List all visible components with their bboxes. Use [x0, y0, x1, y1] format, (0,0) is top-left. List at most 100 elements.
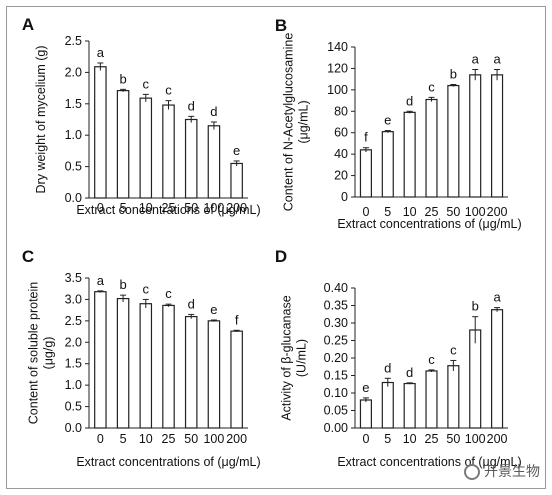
- x-tick-label-a-0: 0: [97, 201, 104, 215]
- bar-c-10: [139, 303, 153, 429]
- y-tick-label-c: 0.5: [65, 400, 82, 414]
- x-tick-label-c-25: 25: [162, 432, 176, 446]
- significance-letter-a-50: d: [188, 98, 195, 113]
- significance-letter-a-200: e: [233, 143, 240, 158]
- y-tick-label-d: 0.40: [324, 281, 348, 295]
- y-axis-label-c-line1: Content of soluble protein: [27, 282, 41, 425]
- significance-letter-d-5: d: [384, 360, 391, 375]
- significance-letter-a-25: c: [165, 83, 172, 98]
- x-tick-label-c-50: 50: [184, 432, 198, 446]
- significance-letter-a-10: c: [143, 76, 150, 91]
- bar-d-100: [469, 329, 482, 429]
- wechat-logo-icon: [464, 464, 480, 481]
- panel-letter-d: D: [275, 247, 287, 266]
- y-axis-label-a: Dry weight of mycelium (g): [34, 46, 48, 194]
- x-tick-label-b-50: 50: [446, 205, 460, 219]
- significance-letter-b-50: b: [450, 67, 457, 82]
- y-tick-label-a: 1.0: [65, 128, 82, 142]
- y-tick-label-d: 0.15: [324, 369, 348, 383]
- x-tick-label-b-200: 200: [487, 205, 508, 219]
- bar-a-0: [94, 66, 107, 199]
- significance-letter-a-100: d: [210, 104, 217, 119]
- significance-letter-d-0: e: [362, 380, 369, 395]
- y-tick-label-d: 0.25: [324, 334, 348, 348]
- bar-a-50: [184, 118, 198, 199]
- significance-letter-c-5: b: [119, 277, 126, 292]
- y-tick-label-d: 0.20: [324, 351, 348, 365]
- x-tick-label-c-200: 200: [226, 432, 247, 446]
- panel-letter-b: B: [275, 16, 287, 35]
- x-tick-label-d-10: 10: [403, 432, 417, 446]
- significance-letter-c-200: f: [235, 312, 239, 327]
- y-tick-label-b: 120: [327, 61, 348, 75]
- bar-b-100: [469, 74, 482, 198]
- y-tick-label-b: 20: [334, 169, 348, 183]
- significance-letter-c-10: c: [143, 281, 150, 296]
- x-tick-label-a-25: 25: [162, 201, 176, 215]
- x-tick-label-a-10: 10: [139, 201, 153, 215]
- significance-letter-c-25: c: [165, 286, 172, 301]
- x-tick-label-d-5: 5: [384, 432, 391, 446]
- x-axis-label-c: Extract concentrations of (μg/mL): [76, 455, 260, 469]
- y-tick-label-a: 0.5: [65, 160, 82, 174]
- panel-letter-c: C: [22, 247, 34, 266]
- x-tick-label-d-0: 0: [362, 432, 369, 446]
- bar-d-50: [447, 365, 460, 429]
- x-tick-label-a-100: 100: [203, 201, 224, 215]
- y-tick-label-b: 0: [341, 190, 348, 204]
- bar-c-0: [94, 291, 107, 429]
- bar-a-25: [162, 104, 175, 199]
- bar-c-5: [116, 297, 130, 429]
- bar-d-0: [359, 399, 372, 429]
- significance-letter-d-10: d: [406, 365, 413, 380]
- panel-letter-a: A: [22, 15, 34, 34]
- x-tick-label-c-10: 10: [139, 432, 153, 446]
- bar-c-50: [184, 315, 198, 429]
- y-tick-label-b: 40: [334, 147, 348, 161]
- watermark: 开景生物: [464, 461, 540, 481]
- significance-letter-b-0: f: [364, 130, 368, 145]
- x-tick-label-c-0: 0: [97, 432, 104, 446]
- y-tick-label-d: 0.00: [324, 421, 348, 435]
- bar-c-200: [230, 330, 243, 429]
- x-axis-label-a: Extract concentrations of (μg/mL): [76, 203, 260, 217]
- significance-letter-c-0: a: [97, 273, 105, 288]
- y-tick-label-c: 2.0: [65, 335, 82, 349]
- significance-letter-d-200: a: [493, 290, 501, 305]
- bar-b-0: [359, 149, 372, 198]
- y-tick-label-c: 2.5: [65, 314, 82, 328]
- y-tick-label-c: 1.0: [65, 378, 82, 392]
- bar-b-25: [425, 98, 438, 198]
- significance-letter-b-200: a: [493, 52, 501, 67]
- y-tick-label-a: 2.0: [65, 65, 82, 79]
- y-tick-label-a: 2.5: [65, 34, 82, 48]
- bar-a-200: [230, 162, 243, 199]
- significance-letter-a-0: a: [97, 45, 105, 60]
- y-tick-label-c: 3.0: [65, 292, 82, 306]
- y-tick-label-b: 60: [334, 126, 348, 140]
- bar-b-5: [381, 131, 394, 198]
- x-tick-label-b-25: 25: [425, 205, 439, 219]
- x-tick-label-d-100: 100: [465, 432, 486, 446]
- bar-d-10: [403, 382, 416, 429]
- bar-d-25: [425, 370, 438, 429]
- y-tick-label-c: 3.5: [65, 271, 82, 285]
- bar-b-200: [491, 74, 504, 198]
- x-tick-label-b-100: 100: [465, 205, 486, 219]
- x-tick-label-c-5: 5: [120, 432, 127, 446]
- y-tick-label-c: 0.0: [65, 421, 82, 435]
- x-tick-label-a-5: 5: [120, 201, 127, 215]
- x-tick-label-b-5: 5: [384, 205, 391, 219]
- y-tick-label-d: 0.30: [324, 316, 348, 330]
- significance-letter-b-5: e: [384, 113, 391, 128]
- y-tick-label-d: 0.05: [324, 404, 348, 418]
- y-axis-label-d-line1: Activity of β-glucanase: [280, 295, 294, 420]
- y-tick-label-c: 1.5: [65, 357, 82, 371]
- bar-b-10: [403, 111, 416, 198]
- significance-letter-d-25: c: [428, 352, 435, 367]
- x-tick-label-d-25: 25: [425, 432, 439, 446]
- x-tick-label-d-200: 200: [487, 432, 508, 446]
- significance-letter-b-10: d: [406, 93, 413, 108]
- x-tick-label-d-50: 50: [446, 432, 460, 446]
